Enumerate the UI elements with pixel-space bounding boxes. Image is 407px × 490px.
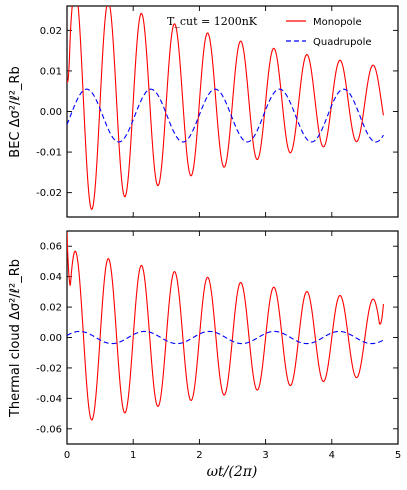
thermal-y-tick-label: 0.00 [40, 333, 62, 344]
thermal-monopole-line [67, 232, 384, 421]
bec-curves [67, 6, 384, 210]
legend-quadrupole-label: Quadrupole [313, 37, 372, 48]
thermal-panel: 0 1 2 3 4 5 -0.06 -0.04 -0.02 0.00 0.02 0.04 0.06 Th… [8, 230, 401, 480]
tcut-annotation: T_cut = 1200nK [167, 15, 258, 28]
thermal-y-tick-label: -0.04 [36, 394, 62, 405]
bec-y-tick-label: 0.02 [40, 26, 62, 37]
bec-y-tick-label: 0.01 [40, 66, 62, 77]
bec-y-tick-label: -0.02 [36, 188, 62, 199]
thermal-y-tick-label: 0.04 [40, 272, 62, 283]
x-axis-label: ωt/(2π) [207, 464, 258, 480]
thermal-y-tick-label: 0.02 [40, 303, 62, 314]
bec-monopole-line [67, 6, 384, 210]
thermal-y-tick-label: -0.02 [36, 363, 62, 374]
thermal-y-tick-label: -0.06 [36, 424, 62, 435]
thermal-ticks: 0 1 2 3 4 5 -0.06 -0.04 -0.02 0.00 0.02 0.04 0.06 [36, 231, 401, 461]
thermal-quadrupole-line [67, 330, 384, 345]
bec-ylabel: BEC Δσ²/ℓ²_Rb [8, 66, 23, 157]
x-tick-label: 1 [130, 450, 136, 461]
legend: Monopole Quadrupole [286, 17, 372, 48]
x-tick-label: 0 [64, 450, 70, 461]
x-tick-label: 3 [262, 450, 268, 461]
bec-y-tick-label: 0.00 [40, 107, 62, 118]
thermal-curves [67, 232, 384, 421]
x-tick-label: 4 [329, 450, 335, 461]
bec-ticks: -0.02 -0.01 0.00 0.01 0.02 [36, 6, 399, 217]
bec-quadrupole-line [67, 88, 384, 143]
bec-y-tick-label: -0.01 [36, 148, 62, 159]
bec-panel: -0.02 -0.01 0.00 0.01 0.02 BEC Δσ²/ℓ²_Rb T_c… [8, 5, 399, 218]
thermal-ylabel: Thermal cloud Δσ²/ℓ²_Rb [8, 259, 23, 418]
thermal-y-tick-label: 0.06 [40, 242, 62, 253]
x-tick-label: 2 [196, 450, 202, 461]
legend-monopole-label: Monopole [313, 17, 362, 28]
x-tick-label: 5 [395, 450, 401, 461]
